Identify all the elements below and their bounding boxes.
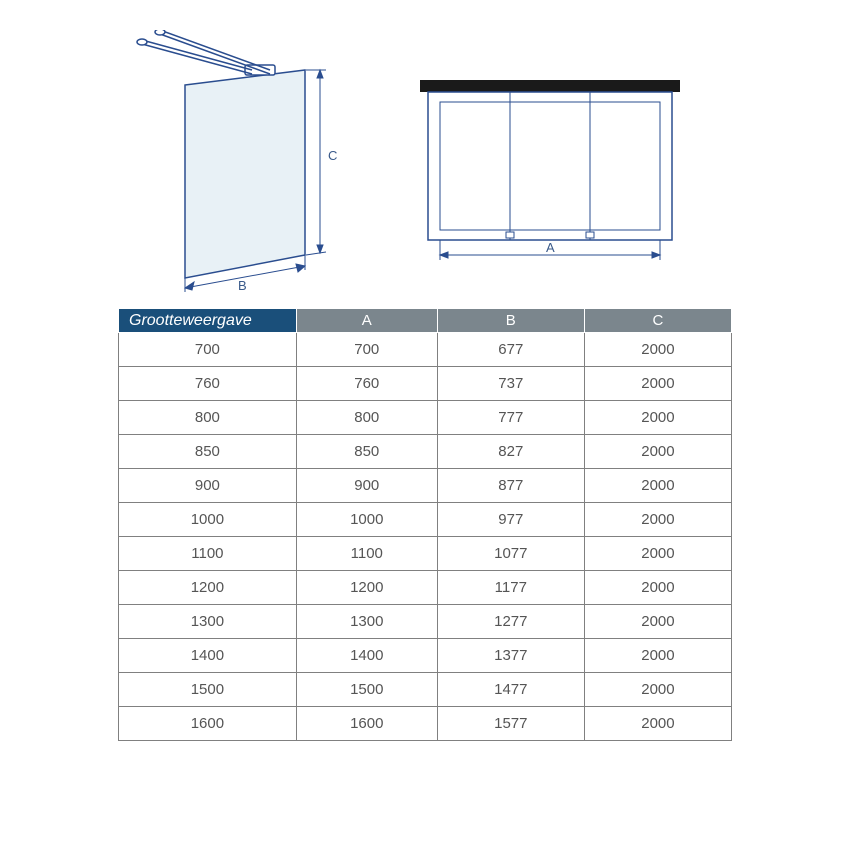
table-cell: 1000 (296, 503, 437, 537)
table-cell: 1100 (296, 537, 437, 571)
table-cell: 700 (296, 333, 437, 367)
table-cell: 1300 (119, 605, 297, 639)
table-cell: 2000 (584, 639, 731, 673)
table-cell: 1600 (119, 707, 297, 741)
table-cell: 1400 (119, 639, 297, 673)
table-cell: 1577 (437, 707, 584, 741)
table-cell: 850 (296, 435, 437, 469)
table-row: 1400140013772000 (119, 639, 732, 673)
table-row: 7007006772000 (119, 333, 732, 367)
col-header-size: Grootteweergave (119, 309, 297, 333)
table-cell: 1500 (296, 673, 437, 707)
table-header-row: Grootteweergave A B C (119, 309, 732, 333)
table-row: 7607607372000 (119, 367, 732, 401)
label-a: A (546, 240, 555, 255)
table-cell: 2000 (584, 707, 731, 741)
table-cell: 2000 (584, 537, 731, 571)
table-cell: 2000 (584, 367, 731, 401)
label-b: B (238, 278, 247, 293)
table-row: 8008007772000 (119, 401, 732, 435)
table-cell: 1100 (119, 537, 297, 571)
table-row: 1600160015772000 (119, 707, 732, 741)
col-header-c: C (584, 309, 731, 333)
panel-topview: A (420, 80, 680, 260)
table-cell: 2000 (584, 503, 731, 537)
table-cell: 877 (437, 469, 584, 503)
table-cell: 1500 (119, 673, 297, 707)
table-cell: 737 (437, 367, 584, 401)
table-row: 8508508272000 (119, 435, 732, 469)
table-row: 1500150014772000 (119, 673, 732, 707)
table-cell: 900 (296, 469, 437, 503)
table-cell: 2000 (584, 605, 731, 639)
table-cell: 800 (119, 401, 297, 435)
table-cell: 760 (119, 367, 297, 401)
size-table: Grootteweergave A B C 700700677200076076… (118, 308, 732, 741)
col-header-b: B (437, 309, 584, 333)
table-cell: 2000 (584, 571, 731, 605)
table-cell: 1277 (437, 605, 584, 639)
table-row: 1300130012772000 (119, 605, 732, 639)
table-cell: 1377 (437, 639, 584, 673)
table-cell: 900 (119, 469, 297, 503)
table-row: 9009008772000 (119, 469, 732, 503)
table-cell: 2000 (584, 333, 731, 367)
table-row: 100010009772000 (119, 503, 732, 537)
table-cell: 1000 (119, 503, 297, 537)
table-cell: 827 (437, 435, 584, 469)
col-header-a: A (296, 309, 437, 333)
table-cell: 977 (437, 503, 584, 537)
diagram-area: C B A (120, 30, 720, 295)
table-cell: 2000 (584, 469, 731, 503)
table-cell: 850 (119, 435, 297, 469)
table-cell: 2000 (584, 435, 731, 469)
table-cell: 2000 (584, 673, 731, 707)
table-cell: 700 (119, 333, 297, 367)
table-row: 1100110010772000 (119, 537, 732, 571)
panel-3d (137, 30, 326, 292)
table-cell: 1400 (296, 639, 437, 673)
table-row: 1200120011772000 (119, 571, 732, 605)
table-cell: 1300 (296, 605, 437, 639)
table-cell: 1600 (296, 707, 437, 741)
table-cell: 1077 (437, 537, 584, 571)
table-cell: 1177 (437, 571, 584, 605)
table-cell: 1200 (296, 571, 437, 605)
table-cell: 2000 (584, 401, 731, 435)
table-cell: 777 (437, 401, 584, 435)
label-c: C (328, 148, 337, 163)
table-cell: 677 (437, 333, 584, 367)
table-cell: 760 (296, 367, 437, 401)
size-table-wrap: Grootteweergave A B C 700700677200076076… (118, 308, 732, 741)
product-diagram: C B A (120, 30, 720, 295)
table-cell: 1477 (437, 673, 584, 707)
table-cell: 1200 (119, 571, 297, 605)
table-cell: 800 (296, 401, 437, 435)
